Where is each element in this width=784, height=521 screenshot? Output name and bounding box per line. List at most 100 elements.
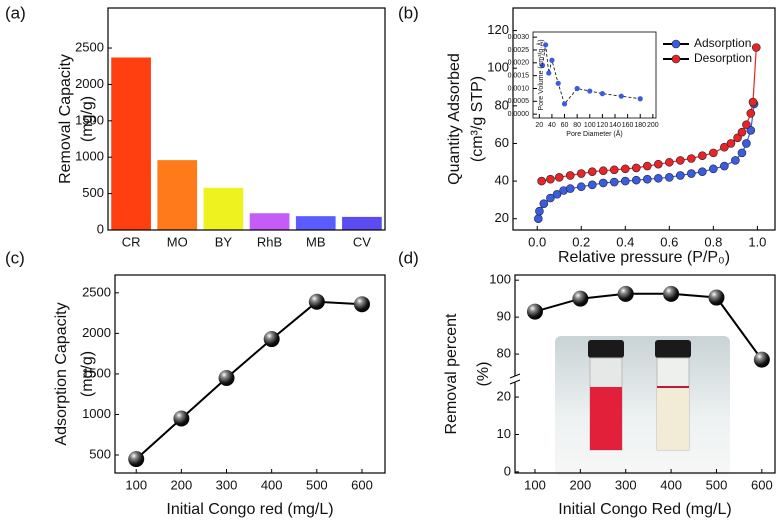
x-tick-label: MB: [306, 234, 326, 249]
x-tick-label: 80: [573, 122, 581, 129]
inset-marker: [587, 88, 593, 94]
y-tick-label: 500: [89, 446, 111, 461]
y-tick-label: 10: [497, 426, 511, 441]
marker: [128, 451, 145, 468]
x-tick-label: 180: [634, 122, 646, 129]
inset-y-label: Pore Volume (cm³/g·Å): [536, 39, 545, 110]
y-tick-label: 100: [487, 60, 509, 75]
x-tick-label: 300: [216, 477, 238, 492]
marker: [753, 351, 770, 368]
marker: [698, 151, 707, 160]
x-tick-label: 500: [706, 477, 728, 492]
marker: [665, 173, 674, 182]
panel-label: (a): [5, 3, 26, 22]
axes-frame: [107, 7, 386, 231]
marker: [733, 133, 742, 143]
inset-line: [542, 44, 641, 105]
y-tick-label: 500: [82, 185, 104, 200]
x-axis-label: Initial Congo red (mg/L): [166, 501, 333, 518]
marker: [539, 199, 549, 208]
x-tick-label: 200: [171, 477, 193, 492]
x-tick-label: 0.4: [616, 234, 634, 249]
x-tick-label: 200: [569, 477, 591, 492]
x-axis-label: Initial Congo Red (mg/L): [558, 501, 731, 518]
y-tick-label: 120: [487, 22, 509, 37]
inset-x-label: Pore Diameter (Å): [566, 129, 622, 138]
x-tick-label: 120: [597, 122, 609, 129]
marker: [173, 410, 190, 427]
inset-marker: [637, 96, 643, 102]
panel-label: (c): [5, 248, 25, 267]
marker: [726, 139, 736, 148]
marker: [737, 127, 747, 137]
marker: [709, 164, 718, 174]
x-tick-label: 100: [524, 477, 546, 492]
bar: [111, 57, 151, 230]
bar: [157, 160, 198, 230]
y-axis-label: Removal Capacity: [57, 54, 74, 184]
legend-marker: [671, 39, 681, 49]
inset-marker: [599, 91, 605, 97]
y-tick-label: 0: [97, 221, 104, 236]
marker: [742, 120, 751, 129]
panel-label: (d): [398, 248, 419, 267]
x-tick-label: CV: [353, 234, 371, 249]
y-tick-label: 20: [497, 389, 511, 404]
x-axis-label: Relative pressure (P/P₀): [558, 249, 730, 266]
y-axis-label: (mg/g): [79, 96, 96, 142]
marker: [353, 296, 370, 313]
x-tick-label: CR: [122, 234, 141, 249]
x-tick-label: 20: [535, 122, 543, 129]
axes-frame: [512, 7, 776, 231]
marker: [631, 175, 641, 185]
marker: [676, 156, 685, 165]
marker: [617, 285, 634, 302]
marker: [663, 285, 680, 302]
x-tick-label: 500: [306, 477, 328, 492]
marker: [534, 214, 543, 224]
marker: [687, 169, 696, 178]
y-tick-label: 60: [495, 135, 509, 150]
marker: [609, 165, 619, 175]
marker: [620, 164, 630, 174]
x-tick-label: 400: [261, 477, 283, 492]
x-tick-label: MO: [167, 234, 188, 249]
marker: [709, 148, 718, 158]
y-tick-label: 0.0020: [508, 60, 530, 67]
x-tick-label: 300: [615, 477, 637, 492]
marker: [654, 159, 663, 169]
y-tick-label: 1500: [75, 112, 104, 127]
x-tick-label: RhB: [257, 234, 282, 249]
x-tick-label: 0.8: [704, 234, 722, 249]
y-tick-label: 0.0005: [508, 98, 530, 105]
y-tick-label: 0.0010: [508, 85, 530, 92]
y-axis-label: (mg/g): [79, 351, 96, 397]
y-tick-label: 100: [489, 272, 511, 287]
marker: [654, 173, 663, 183]
marker: [587, 167, 597, 176]
marker: [687, 154, 696, 163]
marker: [609, 177, 619, 187]
marker: [737, 148, 747, 158]
inset-marker: [555, 80, 561, 86]
inset-marker: [618, 93, 624, 99]
y-tick-label: 80: [497, 346, 511, 361]
y-tick-label: 2000: [75, 76, 104, 91]
y-tick-label: 0.0030: [508, 34, 530, 41]
vials-photo: [555, 336, 730, 476]
marker: [576, 169, 586, 178]
x-tick-label: 1.0: [748, 234, 766, 249]
marker: [748, 97, 758, 107]
marker: [263, 331, 280, 348]
marker: [643, 174, 652, 184]
y-tick-label: 1500: [82, 365, 111, 380]
panel-label: (b): [398, 3, 419, 22]
marker: [576, 182, 586, 192]
marker: [218, 369, 235, 386]
y-tick-label: 2000: [82, 325, 111, 340]
marker: [308, 293, 325, 310]
marker: [731, 156, 740, 165]
marker: [598, 166, 608, 176]
x-tick-label: 160: [622, 122, 634, 129]
